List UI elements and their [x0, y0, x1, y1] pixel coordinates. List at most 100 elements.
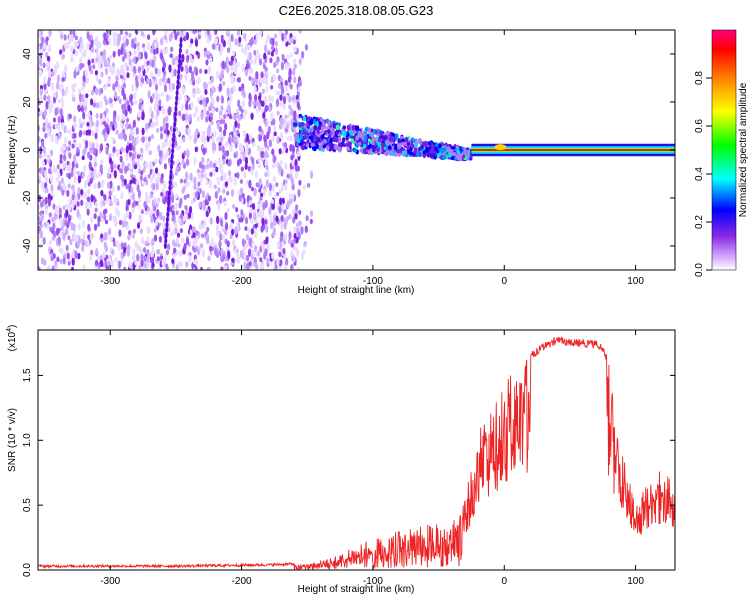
noise-speck: [57, 185, 61, 191]
noise-speck: [293, 233, 297, 239]
noise-speck: [167, 77, 171, 84]
noise-speck: [49, 226, 53, 232]
noise-speck: [150, 71, 154, 79]
noise-speck: [51, 216, 55, 223]
noise-speck: [128, 143, 132, 151]
noise-speck: [112, 240, 117, 247]
noise-speck: [132, 65, 137, 74]
noise-speck: [121, 182, 125, 188]
noise-speck: [105, 40, 109, 46]
noise-speck: [218, 50, 223, 56]
noise-speck: [270, 51, 274, 57]
noise-speck: [248, 199, 253, 206]
noise-speck: [181, 237, 185, 244]
noise-speck: [278, 148, 282, 155]
noise-speck: [185, 124, 189, 130]
noise-speck: [61, 53, 65, 60]
tone-speck: [330, 143, 334, 149]
noise-speck: [102, 251, 106, 259]
tone-speck: [421, 141, 426, 146]
noise-speck: [83, 164, 87, 172]
tone-speck: [388, 136, 393, 143]
spectrogram-x-tick-label: -300: [100, 276, 120, 287]
noise-speck: [228, 114, 233, 120]
noise-speck: [136, 135, 140, 145]
noise-speck: [51, 265, 55, 270]
noise-speck: [45, 100, 49, 110]
noise-speck: [279, 159, 283, 167]
noise-speck: [140, 170, 144, 176]
noise-speck: [140, 253, 144, 260]
noise-streak: [175, 89, 179, 96]
noise-speck: [254, 94, 258, 102]
noise-speck: [237, 255, 241, 264]
noise-speck: [48, 30, 52, 37]
noise-speck: [174, 193, 179, 199]
noise-speck: [204, 199, 208, 206]
noise-speck: [98, 41, 102, 49]
noise-speck: [82, 148, 86, 157]
noise-speck: [173, 247, 177, 254]
noise-speck: [71, 184, 75, 191]
noise-streak: [178, 47, 182, 54]
noise-speck: [54, 123, 58, 129]
noise-speck: [218, 126, 222, 133]
noise-speck: [254, 170, 259, 179]
noise-speck: [178, 93, 182, 101]
noise-speck: [87, 34, 91, 42]
noise-speck: [75, 234, 79, 242]
noise-speck: [125, 166, 129, 172]
noise-speck: [254, 231, 258, 239]
noise-speck: [130, 186, 134, 193]
noise-speck: [226, 89, 230, 97]
noise-speck: [110, 259, 114, 268]
noise-speck: [236, 30, 240, 36]
noise-speck: [258, 58, 263, 66]
noise-speck: [156, 256, 161, 262]
noise-speck: [169, 53, 173, 58]
noise-speck: [234, 120, 238, 128]
noise-speck: [127, 233, 131, 241]
noise-speck: [292, 216, 296, 224]
noise-speck: [219, 136, 224, 143]
noise-speck: [70, 170, 74, 177]
noise-speck: [44, 207, 48, 215]
tone-speck: [412, 152, 416, 157]
noise-speck: [269, 57, 273, 64]
noise-speck: [260, 107, 264, 114]
noise-speck: [132, 138, 136, 147]
noise-speck: [61, 77, 65, 82]
noise-speck: [237, 41, 241, 48]
noise-speck: [55, 61, 60, 69]
noise-speck: [228, 136, 232, 145]
noise-streak: [169, 163, 173, 170]
noise-speck: [47, 71, 52, 78]
noise-speck: [57, 172, 61, 179]
noise-speck: [136, 159, 140, 166]
noise-speck: [242, 153, 246, 162]
tone-speck: [450, 156, 455, 160]
noise-speck: [278, 259, 282, 267]
noise-speck: [189, 172, 193, 181]
noise-speck: [209, 217, 213, 225]
noise-speck: [271, 135, 275, 142]
noise-speck: [168, 64, 172, 73]
noise-speck: [298, 30, 302, 34]
noise-speck: [298, 179, 302, 186]
noise-speck: [264, 171, 268, 177]
noise-speck: [74, 35, 78, 41]
noise-speck: [225, 223, 229, 231]
tone-speck: [325, 145, 330, 151]
noise-speck: [287, 238, 291, 244]
noise-speck: [138, 73, 142, 80]
tone-speck: [346, 124, 351, 131]
noise-speck: [242, 111, 246, 120]
noise-speck: [108, 37, 112, 46]
spectrogram-y-tick-label: 20: [22, 96, 33, 108]
noise-speck: [40, 212, 44, 222]
noise-speck: [226, 47, 231, 53]
noise-speck: [47, 123, 51, 129]
noise-speck: [146, 65, 150, 73]
noise-speck: [162, 117, 166, 126]
noise-speck: [297, 231, 301, 240]
